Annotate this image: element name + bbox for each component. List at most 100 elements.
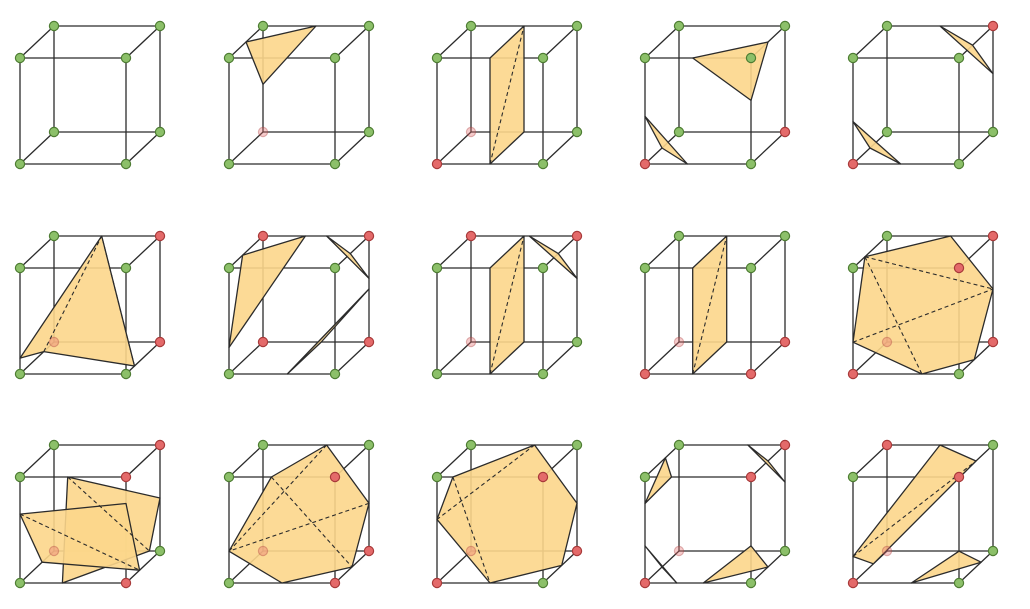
inside-vertex-front-top-left <box>639 471 651 483</box>
outside-vertex-back-top-right <box>987 20 999 32</box>
outside-vertex-front-top-right <box>537 471 549 483</box>
inside-vertex-front-top-right <box>329 262 341 274</box>
inside-vertex-back-bottom-right <box>987 126 999 138</box>
outside-vertex-back-top-right <box>779 439 791 451</box>
inside-vertex-back-top-right <box>363 439 375 451</box>
triangulation-diagonal <box>19 513 140 571</box>
inside-vertex-back-bottom-right <box>571 336 583 348</box>
outside-vertex-back-top-left <box>465 230 477 242</box>
isosurface-polygon <box>436 444 578 584</box>
outside-vertex-front-top-right <box>745 471 757 483</box>
cube-edge-bottom-right-depth <box>750 131 786 165</box>
inside-vertex-front-bottom-right <box>537 368 549 380</box>
inside-vertex-back-top-left <box>881 20 893 32</box>
cube-case-12 <box>431 439 583 589</box>
inside-vertex-front-bottom-right <box>953 158 965 170</box>
outside-vertex-back-bottom-right <box>987 336 999 348</box>
cube-edge-top-left-depth <box>19 444 55 478</box>
outside-vertex-back-top-right <box>154 230 166 242</box>
cube-edge-top-left-depth <box>19 235 55 269</box>
inside-vertex-back-bottom-right <box>987 545 999 557</box>
inside-vertex-front-top-right <box>120 52 132 64</box>
isosurface-polygon <box>852 235 994 375</box>
inside-vertex-back-top-left <box>673 20 685 32</box>
cube-edge-bottom-left-depth <box>19 131 55 165</box>
inside-vertex-front-top-right <box>537 52 549 64</box>
outside-vertex-back-bottom-right <box>779 126 791 138</box>
cube-edge-bottom-right-depth <box>125 341 161 375</box>
outside-vertex-front-bottom-right <box>329 577 341 589</box>
inside-vertex-back-top-left <box>257 20 269 32</box>
isosurface-polygon <box>910 550 982 584</box>
triangulation-diagonal <box>489 235 525 375</box>
cube-edge-top-left-depth <box>436 235 472 269</box>
triangulation-diagonal <box>270 476 353 568</box>
isosurface-polygon <box>286 288 370 375</box>
cube-edge-top-left-depth <box>852 235 888 269</box>
cube-case-13 <box>639 439 791 589</box>
inside-vertex-back-top-left <box>465 439 477 451</box>
cube-edge-bottom-right-depth <box>334 341 370 375</box>
cube-edge-bottom-right-depth <box>958 131 994 165</box>
cube-edge-bottom-left-depth <box>436 131 472 165</box>
inside-vertex-back-top-left <box>48 439 60 451</box>
inside-vertex-front-top-left <box>847 52 859 64</box>
cube-edge-bottom-left-depth <box>228 341 264 375</box>
inside-vertex-front-top-left <box>431 262 443 274</box>
isosurface-polygon <box>19 502 141 571</box>
cube-edge-top-right-depth <box>750 235 786 269</box>
outside-vertex-back-top-right <box>154 439 166 451</box>
triangulation-diagonal <box>864 256 994 290</box>
inside-vertex-back-top-left <box>673 439 685 451</box>
cube-edge-top-left-depth <box>644 444 680 478</box>
inside-vertex-back-bottom-right <box>571 126 583 138</box>
inside-vertex-front-bottom-right <box>953 577 965 589</box>
cube-edge-top-left-depth <box>852 25 888 59</box>
cube-edge-top-right-depth <box>334 235 370 269</box>
inside-vertex-front-top-right <box>120 262 132 274</box>
cube-edge-top-left-depth <box>436 25 472 59</box>
cube-edge-bottom-right-depth <box>958 550 994 584</box>
cube-case-4 <box>847 20 999 170</box>
inside-vertex-front-top-right <box>745 262 757 274</box>
inside-vertex-front-bottom-left <box>14 577 26 589</box>
cube-edge-top-left-depth <box>228 235 264 269</box>
inside-vertex-front-top-right <box>329 52 341 64</box>
cube-case-14 <box>847 439 999 589</box>
cube-case-3 <box>639 20 791 170</box>
cube-case-7 <box>431 230 583 380</box>
outside-vertex-back-bottom-left <box>257 336 269 348</box>
cube-edge-top-left-depth <box>852 444 888 478</box>
inside-vertex-front-bottom-left <box>14 158 26 170</box>
outside-vertex-front-bottom-left <box>847 368 859 380</box>
inside-vertex-front-bottom-left <box>14 368 26 380</box>
outside-vertex-front-top-right <box>953 262 965 274</box>
triangulation-diagonal <box>864 256 923 375</box>
cube-edge-top-right-depth <box>125 444 161 478</box>
inside-vertex-back-top-right <box>779 230 791 242</box>
isosurface-polygon <box>245 25 317 85</box>
outside-vertex-back-bottom-left <box>257 545 269 557</box>
inside-vertex-front-top-left <box>431 52 443 64</box>
inside-vertex-front-top-left <box>639 52 651 64</box>
triangulation-diagonal <box>692 235 728 375</box>
outside-vertex-back-bottom-left <box>673 545 685 557</box>
outside-vertex-back-bottom-left <box>48 545 60 557</box>
outside-vertex-back-bottom-left <box>465 126 477 138</box>
triangulation-diagonal <box>228 502 370 552</box>
cube-edge-top-left-depth <box>644 25 680 59</box>
outside-vertex-back-bottom-left <box>673 336 685 348</box>
outside-vertex-front-bottom-left <box>847 158 859 170</box>
triangulation-diagonal <box>43 235 103 352</box>
inside-vertex-back-top-left <box>881 230 893 242</box>
inside-vertex-back-bottom-left <box>673 126 685 138</box>
cube-edge-top-left-depth <box>436 444 472 478</box>
cube-edge-top-right-depth <box>958 25 994 59</box>
inside-vertex-front-top-left <box>847 471 859 483</box>
outside-vertex-back-bottom-right <box>779 336 791 348</box>
cube-edge-bottom-right-depth <box>125 550 161 584</box>
outside-vertex-back-bottom-left <box>257 126 269 138</box>
outside-vertex-back-top-left <box>257 230 269 242</box>
inside-vertex-back-top-left <box>465 20 477 32</box>
